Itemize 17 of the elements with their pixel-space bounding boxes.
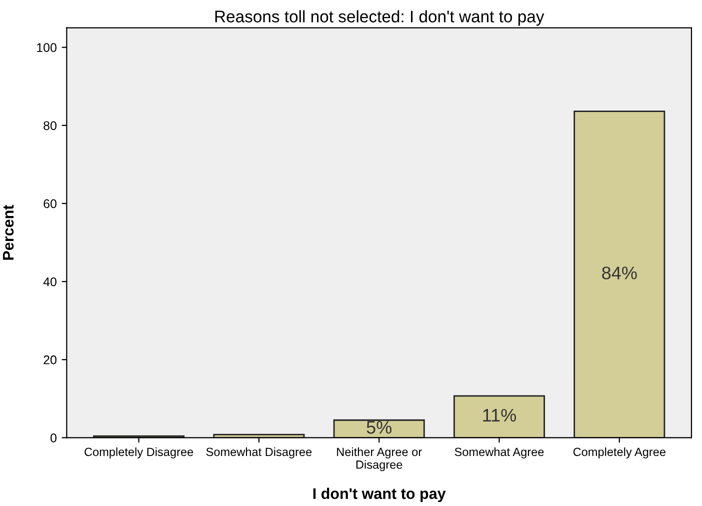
- y-tick-label: 60: [44, 199, 56, 208]
- x-axis-title: I don't want to pay: [313, 488, 446, 502]
- data-label: 84%: [602, 266, 637, 280]
- x-tick-label: Somewhat Disagree: [206, 447, 312, 458]
- y-tick-label: 0: [50, 433, 56, 442]
- x-tick-label: Somewhat Agree: [454, 447, 544, 458]
- x-tick-label: Completely Disagree: [84, 447, 194, 458]
- y-axis-title: Percent: [2, 204, 14, 260]
- y-tick-label: 100: [37, 43, 56, 52]
- chart-title: Reasons toll not selected: I don't want to pay: [215, 10, 544, 26]
- y-tick-label: 80: [44, 121, 56, 130]
- data-label: 5%: [366, 421, 392, 434]
- y-tick-label: 20: [44, 355, 56, 364]
- y-tick-label: 40: [43, 277, 56, 286]
- x-tick-label: Neither Agree or Disagree: [337, 447, 422, 472]
- x-tick-label: Completely Agree: [573, 447, 666, 458]
- data-label: 11%: [483, 408, 516, 422]
